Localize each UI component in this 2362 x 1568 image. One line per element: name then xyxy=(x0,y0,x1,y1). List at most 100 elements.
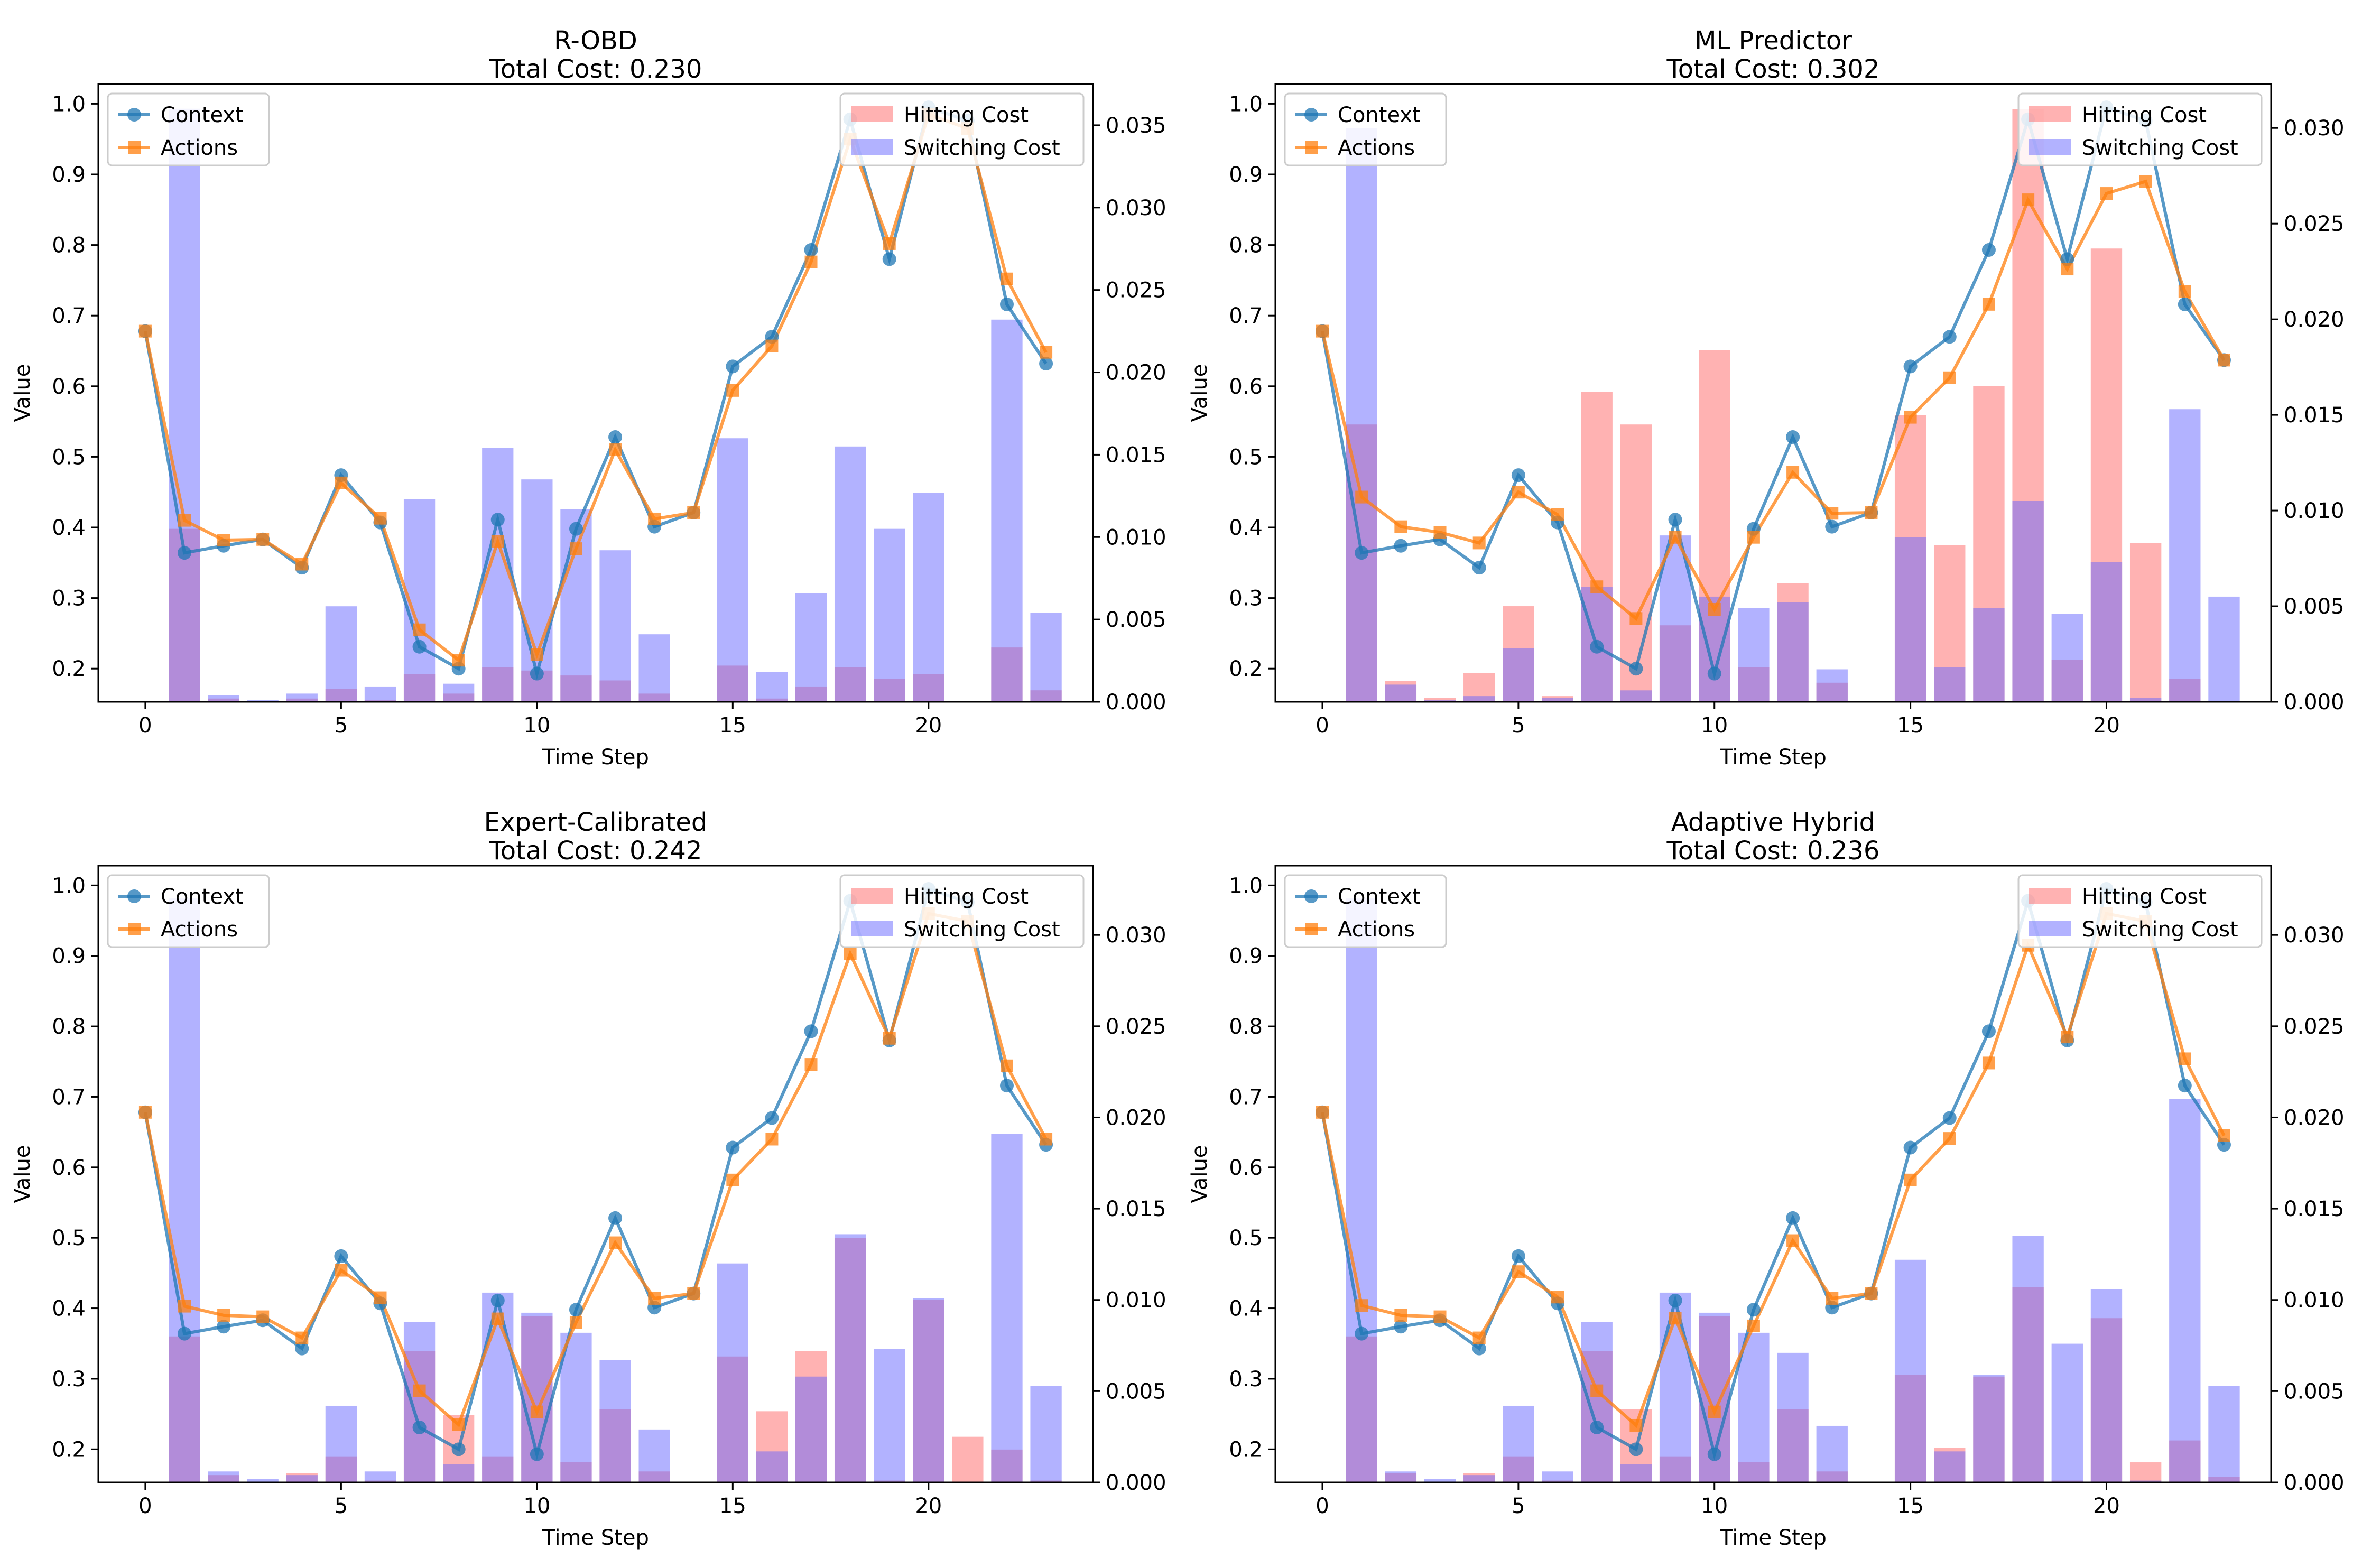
x-axis-label: Time Step xyxy=(542,745,649,769)
y2-tick-label: 0.035 xyxy=(1106,114,1166,138)
legend-lines: Context Actions xyxy=(1284,92,1447,166)
switching-cost-bar xyxy=(169,898,200,1482)
switching-cost-bar xyxy=(991,1134,1023,1482)
actions-point xyxy=(1000,1059,1013,1072)
actions-point xyxy=(648,512,661,525)
actions-point xyxy=(374,1291,387,1304)
switching-cost-bar xyxy=(874,1349,905,1482)
actions-point xyxy=(804,255,818,268)
legend-hitting-label: Hitting Cost xyxy=(904,885,1029,909)
y-tick-label: 0.4 xyxy=(1229,516,1263,540)
actions-point xyxy=(530,648,543,661)
x-tick-label: 20 xyxy=(915,1494,942,1518)
actions-point xyxy=(1355,1299,1368,1312)
x-tick-label: 10 xyxy=(523,713,550,738)
hitting-cost-bar xyxy=(2129,1462,2162,1482)
context-point xyxy=(726,359,740,374)
legend-lines: Context Actions xyxy=(107,874,270,948)
y2-tick-label: 0.020 xyxy=(2284,1106,2345,1130)
switching-cost-bar xyxy=(325,1405,357,1482)
legend-context-label: Context xyxy=(161,103,244,127)
context-point xyxy=(1786,1211,1800,1225)
axes-frame xyxy=(97,865,1094,1483)
x-tick-label: 15 xyxy=(1897,713,1924,738)
actions-point xyxy=(217,534,230,547)
actions-point xyxy=(335,476,348,489)
y-tick-label: 1.0 xyxy=(52,874,86,898)
context-point xyxy=(804,243,818,257)
axes-frame xyxy=(1274,83,2272,703)
switching-cost-bar xyxy=(599,550,631,702)
actions-point xyxy=(569,1316,582,1329)
legend-actions-marker xyxy=(1305,923,1318,935)
legend-hitting-label: Hitting Cost xyxy=(904,103,1029,127)
actions-point xyxy=(1943,371,1956,384)
context-point xyxy=(999,1079,1014,1093)
actions-point xyxy=(1040,346,1053,359)
actions-point xyxy=(1040,1133,1053,1146)
context-point xyxy=(1668,1293,1682,1307)
legend-actions-label: Actions xyxy=(1338,917,1415,942)
y-tick-label: 0.3 xyxy=(52,587,86,611)
context-point xyxy=(569,522,583,536)
y-axis-label: Value xyxy=(11,1145,35,1203)
switching-cost-bar xyxy=(913,1298,944,1482)
y-axis-label: Value xyxy=(1188,364,1212,422)
y2-tick-label: 0.005 xyxy=(2284,1379,2345,1404)
switching-cost-bar xyxy=(403,1322,436,1482)
switching-cost-bar xyxy=(364,1471,396,1482)
x-tick-label: 5 xyxy=(1512,1494,1525,1518)
actions-point xyxy=(1669,1312,1682,1325)
legend-bars: Hitting Cost Switching Cost xyxy=(2017,92,2263,166)
context-point xyxy=(178,546,192,560)
y2-tick-label: 0.015 xyxy=(2284,403,2345,428)
actions-line xyxy=(143,912,1048,1427)
context-point xyxy=(1903,1140,1918,1155)
x-tick-label: 15 xyxy=(719,1494,746,1518)
legend-switching-label: Switching Cost xyxy=(904,917,1060,942)
switching-cost-bar xyxy=(2169,1099,2201,1482)
context-point xyxy=(1903,359,1918,374)
actions-point xyxy=(1943,1132,1956,1145)
context-point xyxy=(530,666,544,681)
actions-point xyxy=(1316,324,1329,338)
actions-point xyxy=(1708,1405,1721,1418)
x-tick-label: 0 xyxy=(138,713,152,738)
switching-cost-bar xyxy=(2012,500,2044,702)
y2-tick-label: 0.020 xyxy=(1106,361,1166,385)
legend-hitting-label: Hitting Cost xyxy=(2082,103,2207,127)
legend-switching-swatch xyxy=(2029,921,2071,936)
y-tick-label: 0.6 xyxy=(1229,375,1263,399)
context-point xyxy=(2178,1079,2192,1093)
chart-title: Adaptive Hybrid xyxy=(1671,808,1875,837)
switching-cost-bar xyxy=(247,700,279,702)
legend-box xyxy=(839,874,1085,948)
context-point xyxy=(490,513,505,527)
actions-point xyxy=(1629,612,1643,625)
actions-line xyxy=(143,112,1048,663)
switching-cost-bar xyxy=(2208,596,2240,702)
context-point xyxy=(608,430,623,444)
switching-cost-bar xyxy=(1463,1475,1495,1482)
legend-bars: Hitting Cost Switching Cost xyxy=(839,92,1085,166)
y2-tick-label: 0.025 xyxy=(1106,1015,1166,1039)
actions-point xyxy=(530,1405,543,1418)
switching-cost-bar xyxy=(1503,1405,1534,1482)
context-point xyxy=(451,1442,466,1456)
actions-point xyxy=(2022,193,2035,207)
actions-point xyxy=(687,1287,700,1300)
x-tick-label: 0 xyxy=(138,1494,152,1518)
switching-cost-bar xyxy=(599,1360,631,1482)
actions-point xyxy=(374,512,387,525)
y-tick-label: 0.5 xyxy=(1229,1226,1263,1250)
actions-point xyxy=(1590,580,1604,593)
y2-tick-label: 0.000 xyxy=(2284,1471,2345,1495)
context-point xyxy=(765,1111,779,1125)
x-tick-label: 0 xyxy=(1316,713,1329,738)
switching-cost-bar xyxy=(1973,1375,2005,1482)
legend-box xyxy=(2017,92,2263,166)
context-point xyxy=(1942,330,1957,344)
context-line xyxy=(143,105,1048,680)
y2-tick-label: 0.025 xyxy=(2284,212,2345,236)
